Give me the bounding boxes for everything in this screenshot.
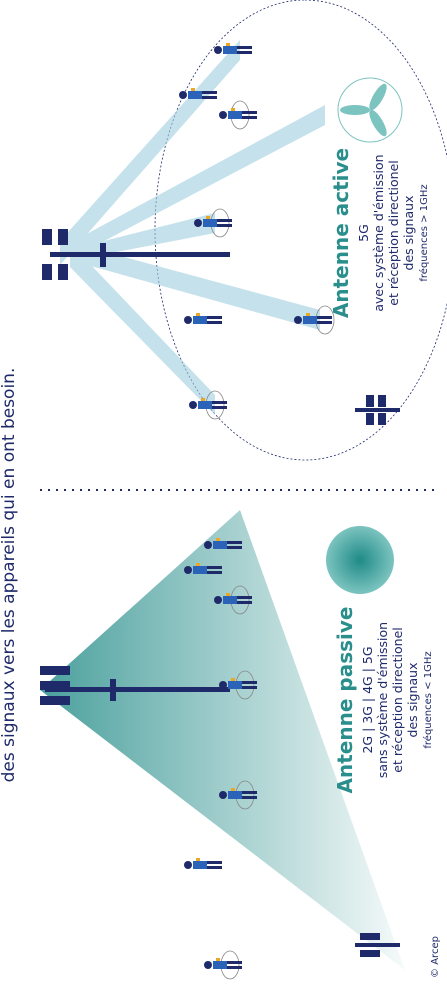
- active-tower: [42, 229, 230, 280]
- passive-line: sans système d'émission: [375, 622, 390, 778]
- active-people: [179, 43, 335, 420]
- active-title: Antenne active: [329, 148, 353, 318]
- directional-signal-icon: [337, 77, 403, 143]
- omni-signal-icon: [326, 526, 394, 594]
- passive-title: Antenne passive: [333, 607, 357, 794]
- passive-tower: [40, 666, 230, 705]
- active-line: avec système d'émission: [371, 154, 386, 311]
- passive-people: [184, 538, 257, 980]
- passive-line: fréquences < 1GHz: [422, 651, 434, 748]
- active-line: fréquences > 1GHz: [418, 184, 430, 281]
- headline: des signaux vers les appareils qui en on…: [0, 368, 19, 783]
- passive-line: 2G | 3G | 4G | 5G: [360, 646, 375, 753]
- active-line: 5G: [356, 224, 371, 242]
- passive-antenna-icon: [355, 933, 400, 957]
- passive-line: des signaux: [405, 663, 420, 738]
- active-line: et réception directionel: [386, 160, 401, 305]
- broadcast-beam: [40, 510, 405, 970]
- active-line: des signaux: [401, 196, 416, 271]
- credit: © Arcep: [430, 936, 441, 978]
- active-antenna-icon: [355, 395, 400, 425]
- passive-line: et réception directionel: [390, 627, 405, 772]
